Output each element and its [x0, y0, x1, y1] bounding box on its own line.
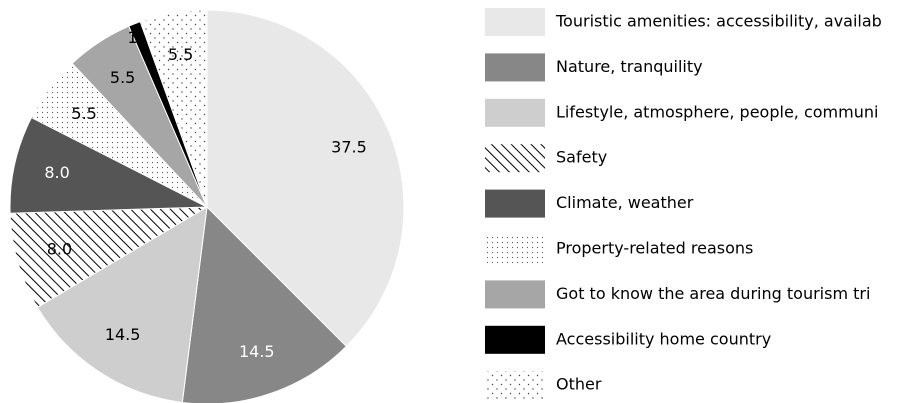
data-label: 5.5 [168, 45, 193, 64]
legend-swatch [485, 371, 545, 400]
pie-slice [206, 9, 405, 348]
legend-swatch [485, 189, 545, 218]
pie-slice [9, 116, 208, 214]
data-label: 5.5 [71, 104, 96, 123]
legend-label: Nature, tranquility [556, 57, 703, 76]
data-label: 5.5 [110, 68, 135, 87]
pie-slice [139, 9, 208, 208]
legend-swatch [485, 8, 545, 36]
legend-swatch [485, 98, 545, 127]
legend-label: Other [556, 375, 602, 394]
legend-label: Touristic amenities: accessibility, avai… [555, 12, 882, 31]
legend-swatch [485, 280, 545, 309]
legend-label: Lifestyle, atmosphere, people, communi [556, 102, 878, 121]
data-label: 8.0 [44, 163, 69, 182]
data-label: 8.0 [47, 239, 72, 258]
legend-label: Property-related reasons [556, 239, 753, 258]
legend-label: Accessibility home country [556, 329, 771, 348]
legend-label: Got to know the area during tourism tri [556, 284, 870, 303]
legend-swatch [485, 235, 545, 263]
legend-label: Climate, weather [556, 193, 694, 212]
legend-label: Safety [556, 148, 607, 167]
data-label: 37.5 [331, 138, 367, 157]
data-label: 14.5 [239, 342, 275, 361]
pie-slice [36, 206, 208, 403]
data-label: 14.5 [105, 325, 141, 344]
legend-swatch [485, 144, 545, 173]
pie-slice [181, 205, 348, 403]
legend-swatch [485, 53, 545, 82]
legend-swatch [485, 325, 545, 354]
pie-slice [9, 206, 208, 308]
